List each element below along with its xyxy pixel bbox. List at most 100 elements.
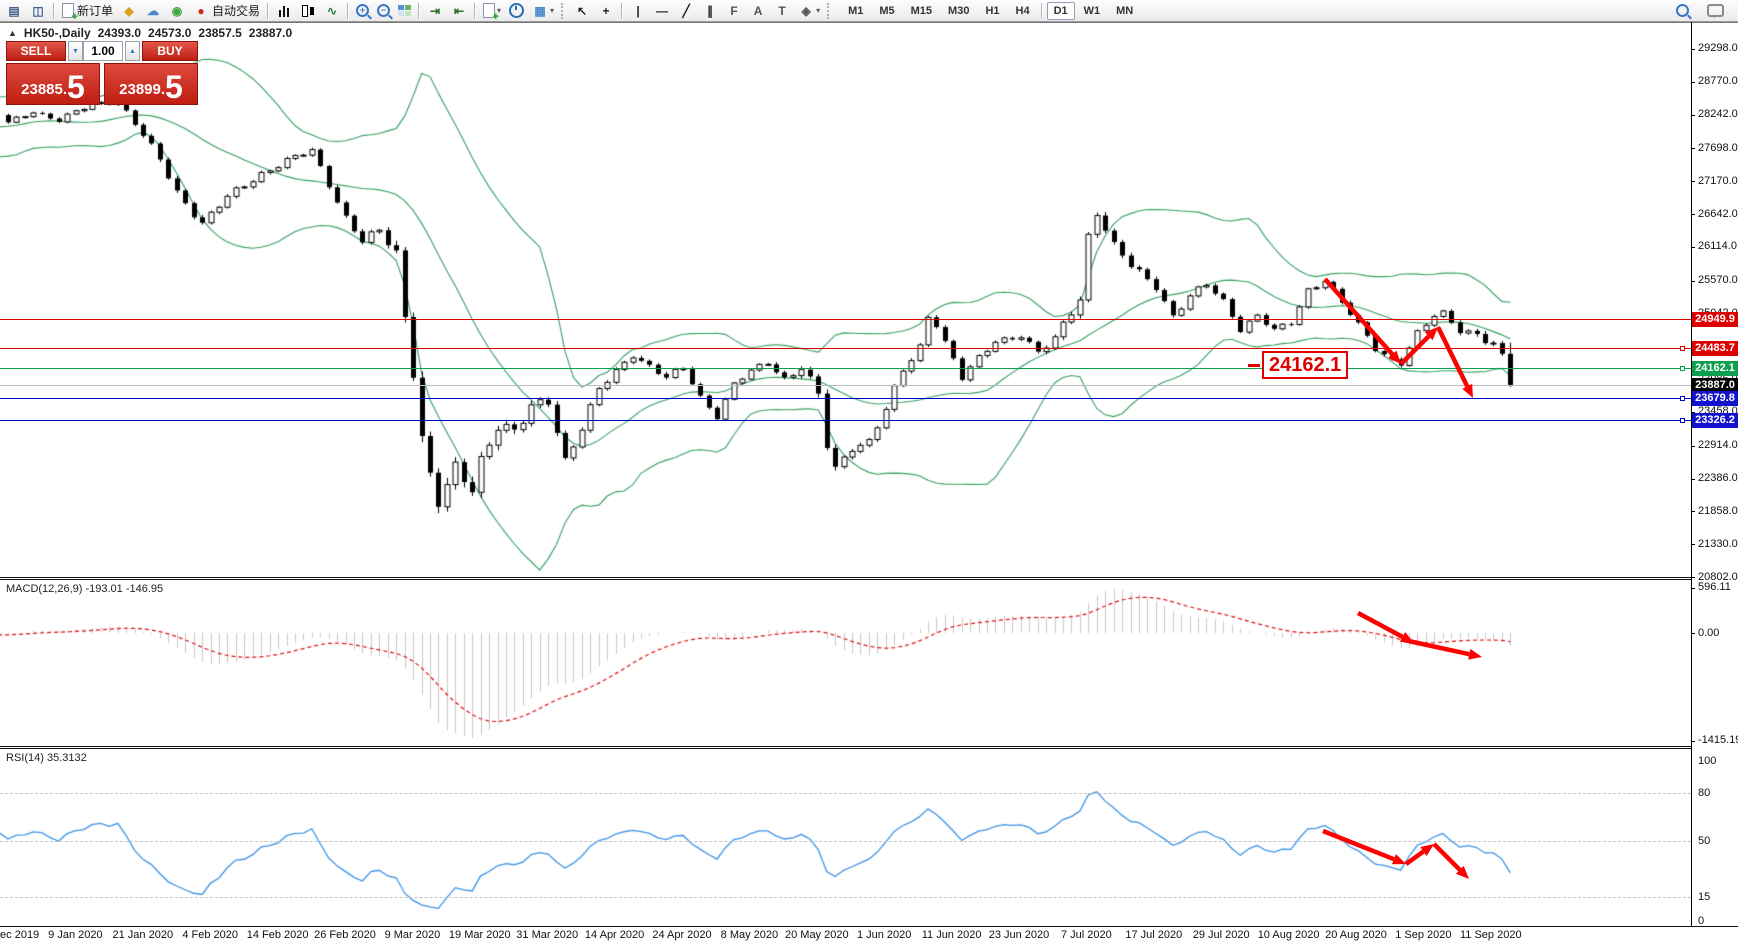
volume-input[interactable] [83,41,123,61]
price-tick-label: 22914.0 [1698,439,1738,452]
sell-price-big: 5 [67,68,85,105]
buy-price-big: 5 [165,68,183,105]
ohlc-open: 24393.0 [97,26,142,40]
price-axis-tick [1691,544,1695,546]
price-axis-tick [1691,740,1695,742]
price-badge: 24483.7 [1692,340,1738,356]
time-tick-label[interactable]: 14 Apr 2020 [584,929,645,941]
price-badge: 23679.8 [1692,390,1738,406]
time-tick-label[interactable]: 23 Jun 2020 [988,929,1050,941]
time-tick-label[interactable]: 21 Jan 2020 [112,929,174,941]
time-tick-label[interactable]: 14 Feb 2020 [246,929,309,941]
time-tick-label[interactable]: 1 Sep 2020 [1395,929,1452,941]
macd-tick-label: 0.00 [1698,626,1720,639]
time-tick-label[interactable]: 17 Jul 2020 [1125,929,1183,941]
sell-price-button[interactable]: 23885. 5 [6,63,100,105]
time-tick-label[interactable]: 19 Mar 2020 [448,929,511,941]
horizontal-level-line[interactable] [0,420,1691,422]
horizontal-level-line[interactable] [0,368,1691,370]
price-axis-tick [1691,48,1695,50]
one-click-trading-panel: SELL ▼ ▲ BUY 23885.5 23899.5 [6,41,198,105]
time-tick-label[interactable]: 11 Jun 2020 [921,929,982,941]
ohlc-close: 23887.0 [248,26,293,40]
price-tick-label: 28770.0 [1698,75,1738,88]
time-tick-label[interactable]: 29 Jul 2020 [1192,929,1250,941]
annotation-anchor-dash [1248,364,1260,367]
price-axis-tick [1691,633,1695,634]
price-axis-tick [1691,81,1695,83]
time-tick-label[interactable]: 31 Mar 2020 [516,929,579,941]
time-tick-label[interactable]: 26 Feb 2020 [314,929,376,941]
price-tick-label: 21858.0 [1698,504,1738,517]
price-axis-tick [1691,280,1695,282]
horizontal-level-line[interactable] [0,385,1691,387]
volume-decrease-button[interactable]: ▼ [68,41,83,61]
price-annotation[interactable]: 24162.1 [1262,351,1349,379]
time-tick-label[interactable]: 20 May 2020 [784,929,849,941]
price-axis-tick [1691,511,1695,513]
time-tick-label[interactable]: 27 Dec 2019 [0,929,40,941]
macd-tick-label: -1415.19 [1698,734,1738,747]
price-tick-label: 28242.0 [1698,108,1738,121]
price-badge: 24949.9 [1692,311,1738,327]
price-axis-tick [1691,445,1695,447]
time-tick-label[interactable]: 24 Apr 2020 [652,929,712,941]
time-tick-label[interactable]: 8 May 2020 [720,929,779,941]
line-handle[interactable] [1680,346,1685,352]
price-badge: 24162.1 [1692,360,1738,376]
time-tick-label[interactable]: 9 Mar 2020 [384,929,441,941]
price-tick-label: 29298.0 [1698,42,1738,55]
price-tick-label: 25570.0 [1698,274,1738,287]
line-handle[interactable] [1680,366,1685,372]
price-axis-tick [1691,114,1695,116]
ohlc-high: 24573.0 [148,26,192,40]
collapse-panel-icon[interactable]: ▲ [8,28,17,38]
rsi-level-line [0,897,1691,898]
price-tick-label: 22386.0 [1698,472,1738,485]
price-axis-tick [1691,246,1695,248]
time-tick-label[interactable]: 9 Jan 2020 [48,929,103,941]
time-tick-label[interactable]: 1 Jun 2020 [856,929,912,941]
sell-button[interactable]: SELL [6,41,66,61]
price-axis-tick [1691,478,1695,480]
rsi-tick-label: 100 [1698,754,1717,767]
buy-price-button[interactable]: 23899. 5 [104,63,198,105]
time-tick-label[interactable]: 7 Jul 2020 [1061,929,1112,941]
price-badge: 23326.2 [1692,412,1738,428]
line-handle[interactable] [1680,396,1685,402]
price-badge: 23887.0 [1692,377,1738,393]
price-tick-label: 27698.0 [1698,141,1738,154]
time-tick-label[interactable]: 10 Aug 2020 [1257,929,1320,941]
buy-button[interactable]: BUY [142,41,198,61]
ohlc-low: 23857.5 [198,26,242,40]
volume-increase-button[interactable]: ▲ [125,41,140,61]
macd-tick-label: 596.11 [1698,581,1731,594]
price-axis-tick [1691,411,1695,413]
horizontal-level-line[interactable] [0,348,1691,350]
price-tick-label: 27170.0 [1698,174,1738,187]
buy-price-small: 23899. [119,81,166,98]
time-tick-label[interactable]: 4 Feb 2020 [182,929,239,941]
price-tick-label: 21330.0 [1698,537,1738,550]
rsi-tick-label: 0 [1698,914,1705,927]
price-axis-tick [1691,214,1695,216]
time-tick-label[interactable]: 20 Aug 2020 [1325,929,1387,941]
price-axis-tick [1691,181,1695,183]
rsi-label: RSI(14) 35.3132 [6,752,87,764]
price-axis-tick [1691,587,1695,589]
price-axis-tick [1691,577,1695,578]
rsi-level-line [0,793,1691,794]
horizontal-level-line[interactable] [0,319,1691,321]
macd-label: MACD(12,26,9) -193.01 -146.95 [6,583,164,595]
price-axis-tick [1691,148,1695,150]
horizontal-level-line[interactable] [0,398,1691,400]
time-tick-label[interactable]: 11 Sep 2020 [1460,929,1522,941]
line-handle[interactable] [1680,418,1685,424]
sell-price-small: 23885. [21,81,68,98]
price-tick-label: 20802.0 [1698,570,1738,583]
rsi-level-line [0,841,1691,842]
rsi-tick-label: 15 [1698,890,1711,903]
